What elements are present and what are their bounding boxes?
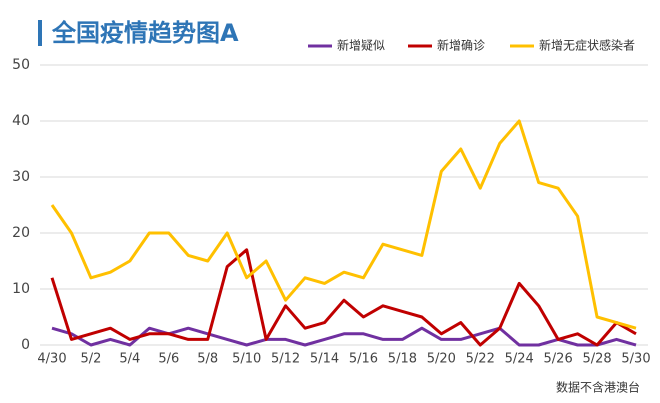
x-tick-label: 5/20 [427, 352, 456, 367]
x-tick-label: 5/8 [197, 352, 218, 367]
x-tick-label: 5/28 [582, 352, 611, 367]
y-tick-label: 20 [12, 225, 30, 241]
legend-label: 新增无症状感染者 [539, 38, 635, 53]
series-line [51, 326, 637, 347]
x-tick-label: 5/26 [544, 352, 573, 367]
x-tick-label: 5/30 [621, 352, 650, 367]
x-tick-label: 4/30 [37, 352, 66, 367]
footnote: 数据不含港澳台 [556, 380, 640, 395]
x-tick-label: 5/16 [349, 352, 378, 367]
legend-label: 新增疑似 [337, 38, 385, 53]
series-line [50, 248, 637, 347]
y-tick-label: 0 [21, 337, 30, 353]
title-bar [38, 20, 42, 46]
y-tick-label: 40 [12, 113, 30, 129]
x-tick-label: 5/4 [119, 352, 140, 367]
x-tick-label: 5/2 [80, 352, 101, 367]
series-line [50, 119, 637, 330]
y-tick-label: 30 [12, 169, 30, 185]
x-tick-label: 5/6 [158, 352, 179, 367]
x-tick-label: 5/18 [388, 352, 417, 367]
legend-label: 新增确诊 [437, 38, 485, 53]
x-tick-label: 5/12 [271, 352, 300, 367]
y-tick-label: 10 [12, 281, 30, 297]
y-tick-label: 50 [12, 57, 30, 73]
x-tick-label: 5/22 [466, 352, 495, 367]
x-tick-label: 5/24 [505, 352, 534, 367]
chart-title: 全国疫情趋势图A [51, 19, 239, 47]
x-tick-label: 5/10 [232, 352, 261, 367]
x-tick-label: 5/14 [310, 352, 339, 367]
